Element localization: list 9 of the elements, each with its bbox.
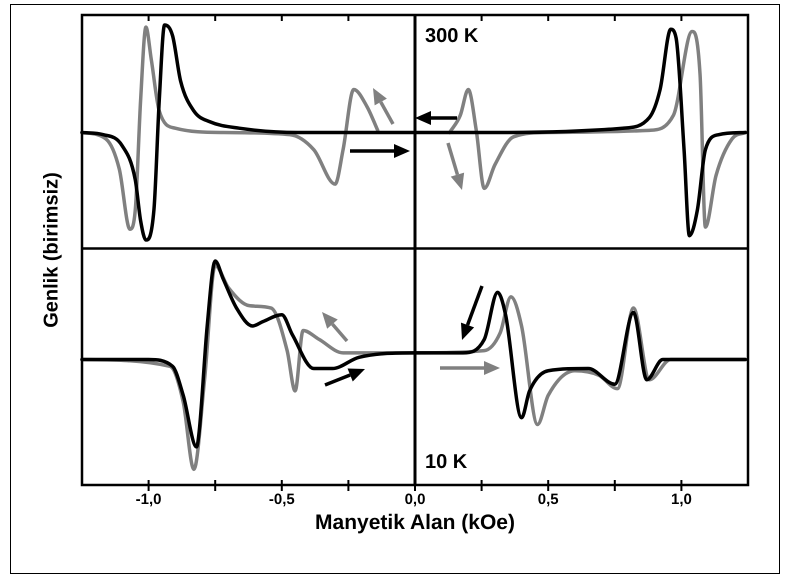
annotation: 10 K: [425, 451, 468, 473]
x-tick-label: 1,0: [670, 491, 692, 508]
x-tick-label: 0,0: [404, 491, 426, 508]
x-axis-title: Manyetik Alan (kOe): [315, 511, 515, 534]
x-tick-label: -0,5: [268, 491, 295, 508]
x-tick-label: 0,5: [538, 491, 559, 508]
y-axis-title: Genlik (birimsiz): [40, 172, 64, 328]
annotation: 300 K: [425, 25, 479, 47]
x-tick-label: -1,0: [136, 491, 162, 508]
